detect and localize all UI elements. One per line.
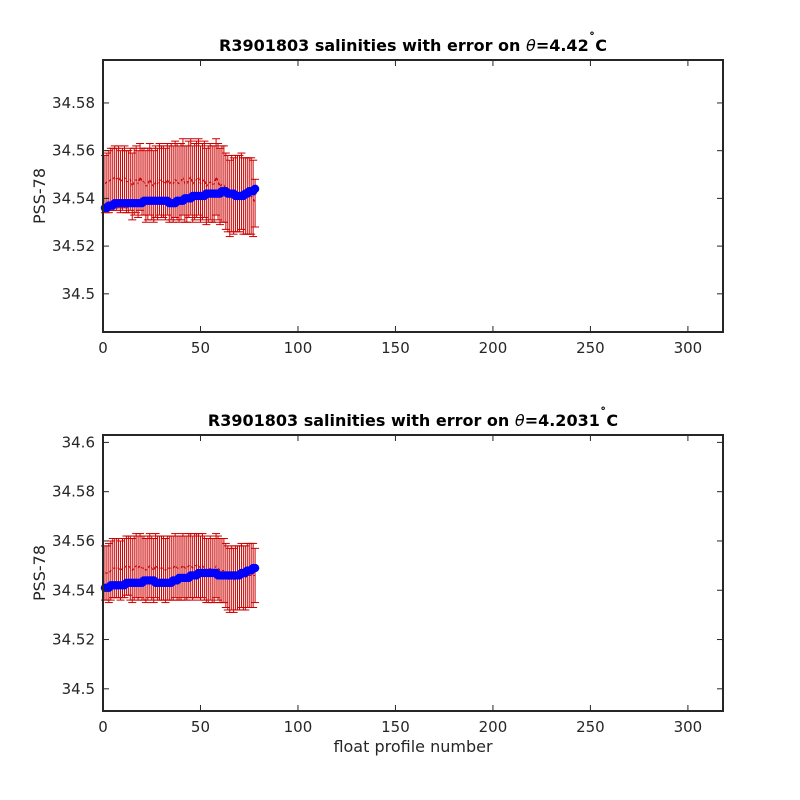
y-tick-label: 34.5 — [62, 285, 95, 303]
mean-points — [100, 184, 260, 213]
data-point — [250, 184, 260, 194]
plot-1: R3901803 salinities with error on θ=4.42… — [30, 31, 724, 357]
plot-2: R3901803 salinities with error on θ=4.20… — [30, 406, 724, 756]
y-tick-label: 34.58 — [52, 483, 95, 501]
axes-box — [102, 434, 724, 712]
y-tick-label: 34.54 — [52, 581, 95, 599]
title-text: R3901803 salinities with error on — [208, 411, 515, 430]
x-tick-label: 150 — [381, 718, 410, 736]
title-value: =4.42 — [536, 36, 589, 55]
title-degree: ˚ — [589, 31, 596, 47]
axes-box — [102, 59, 724, 333]
x-tick-label: 0 — [98, 339, 108, 357]
title-unit: C — [606, 411, 618, 430]
x-tick-label: 200 — [479, 718, 508, 736]
x-tick-label: 150 — [381, 339, 410, 357]
x-tick-label: 300 — [674, 339, 703, 357]
x-tick-label: 0 — [98, 718, 108, 736]
x-tick-label: 50 — [191, 718, 210, 736]
y-tick-label: 34.54 — [52, 189, 95, 207]
x-axis-label: float profile number — [333, 737, 493, 756]
title-unit: C — [595, 36, 607, 55]
title-theta: θ — [526, 36, 536, 55]
title-degree: ˚ — [600, 406, 607, 422]
y-tick-label: 34.6 — [62, 433, 95, 451]
x-tick-label: 50 — [191, 339, 210, 357]
error-bars — [100, 533, 260, 613]
title-theta: θ — [515, 411, 525, 430]
chart-title: R3901803 salinities with error on θ=4.20… — [208, 406, 618, 430]
error-bars — [100, 138, 260, 238]
y-tick-label: 34.52 — [52, 237, 95, 255]
y-axis-label: PSS-78 — [30, 545, 49, 601]
x-tick-label: 100 — [284, 339, 313, 357]
error-center-line — [104, 564, 256, 582]
y-tick-label: 34.5 — [62, 680, 95, 698]
mean-points — [100, 563, 260, 592]
chart-title: R3901803 salinities with error on θ=4.42… — [219, 31, 607, 55]
x-tick-label: 250 — [576, 339, 605, 357]
y-tick-label: 34.56 — [52, 532, 95, 550]
y-tick-label: 34.52 — [52, 631, 95, 649]
data-point — [250, 563, 260, 573]
x-tick-label: 300 — [674, 718, 703, 736]
y-tick-label: 34.56 — [52, 142, 95, 160]
x-tick-label: 100 — [284, 718, 313, 736]
x-tick-label: 250 — [576, 718, 605, 736]
title-value: =4.2031 — [525, 411, 600, 430]
x-tick-label: 200 — [479, 339, 508, 357]
title-text: R3901803 salinities with error on — [219, 36, 526, 55]
y-axis-label: PSS-78 — [30, 168, 49, 224]
y-tick-label: 34.58 — [52, 94, 95, 112]
